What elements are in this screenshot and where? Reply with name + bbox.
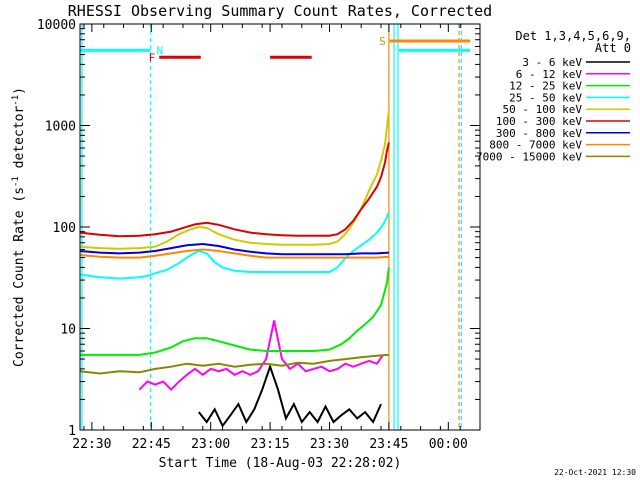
x-tick-label-1: 22:45 <box>132 437 171 452</box>
y-axis-label-sup-2: -1 <box>11 95 21 106</box>
x-tick-label-4: 23:30 <box>310 437 349 452</box>
y-axis-label-close: ) <box>12 87 27 95</box>
x-axis-label: Start Time (18-Aug-03 22:28:02) <box>159 456 402 471</box>
flag-label-N: N <box>156 44 163 57</box>
chart-title: RHESSI Observing Summary Count Rates, Co… <box>68 2 492 20</box>
flag-label-S: S <box>379 35 386 48</box>
plot-area: NF S <box>79 24 471 430</box>
series-line-3 <box>79 211 390 280</box>
legend-header-line-1: Det 1,3,4,5,6,9, <box>515 29 631 43</box>
series-line-0 <box>198 363 382 428</box>
legend-label-3: 25 - 50 keV <box>509 91 582 104</box>
legend-label-1: 6 - 12 keV <box>516 68 583 81</box>
y-axis-label-tail: detector <box>12 106 27 177</box>
y-tick-label-0: 1 <box>68 424 76 439</box>
y-axis-label-main: Corrected Count Rate (s <box>12 187 27 367</box>
series-line-8 <box>79 353 389 375</box>
y-axis-label-sup: -1 <box>11 176 21 187</box>
x-tick-label-2: 23:00 <box>191 437 230 452</box>
legend-label-6: 300 - 800 keV <box>496 127 582 140</box>
axes-ticks: 22:30 22:45 23:00 23:15 23:30 23:45 00:00 1 10 10… <box>37 18 480 452</box>
x-tick-label-0: 22:30 <box>72 437 111 452</box>
footer-timestamp: 22-Oct-2021 12:30 <box>554 468 636 477</box>
series-line-6 <box>79 242 389 256</box>
x-tick-label-5: 23:45 <box>369 437 408 452</box>
y-axis-label: Corrected Count Rate (s-1 detector-1) <box>11 87 27 367</box>
series-line-5 <box>79 142 390 238</box>
x-tick-label-3: 23:15 <box>251 437 290 452</box>
series-line-4 <box>79 110 390 250</box>
y-tick-label-3: 1000 <box>45 120 76 135</box>
legend-label-8: 7000 - 15000 keV <box>476 150 582 163</box>
legend-header-line-2: Att 0 <box>595 41 631 55</box>
series-line-7 <box>79 248 389 259</box>
flag-label-F: F <box>149 51 156 64</box>
x-tick-label-6: 00:00 <box>429 437 468 452</box>
plot-frame <box>79 23 481 431</box>
y-tick-label-2: 100 <box>53 221 76 236</box>
y-tick-label-1: 10 <box>60 323 76 338</box>
y-tick-label-4: 10000 <box>37 18 76 33</box>
legend-label-7: 800 - 7000 keV <box>489 139 582 152</box>
legend-label-0: 3 - 6 keV <box>522 56 582 69</box>
series-line-1 <box>138 320 384 392</box>
legend-label-5: 100 - 300 keV <box>496 115 582 128</box>
legend-label-4: 50 - 100 keV <box>503 103 583 116</box>
series-line-2 <box>80 267 390 356</box>
legend-label-2: 12 - 25 keV <box>509 80 582 93</box>
